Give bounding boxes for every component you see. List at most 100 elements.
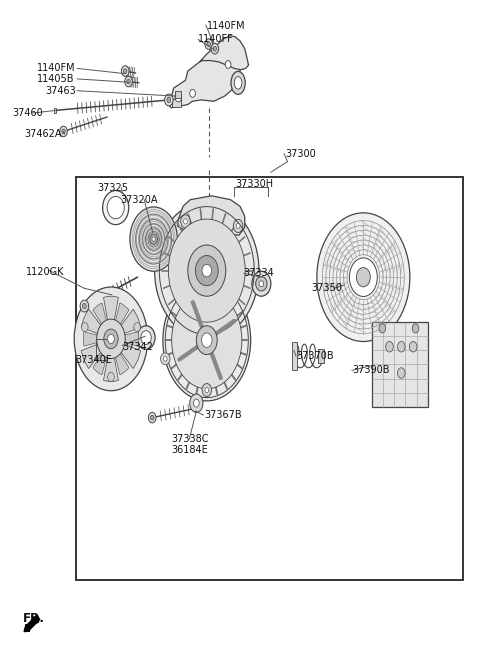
Circle shape	[385, 342, 393, 352]
Ellipse shape	[195, 256, 218, 286]
Circle shape	[202, 383, 212, 397]
Bar	[76, 177, 463, 581]
Ellipse shape	[107, 197, 124, 218]
Circle shape	[183, 218, 187, 224]
Circle shape	[151, 415, 154, 420]
Circle shape	[165, 94, 173, 106]
Ellipse shape	[256, 277, 267, 291]
Text: 37463: 37463	[46, 86, 76, 96]
Ellipse shape	[104, 329, 118, 349]
Bar	[292, 342, 297, 370]
Text: 37330H: 37330H	[235, 179, 274, 189]
Circle shape	[175, 93, 181, 102]
Circle shape	[205, 387, 209, 393]
Ellipse shape	[202, 333, 212, 348]
Polygon shape	[167, 49, 240, 108]
Text: 1140FF: 1140FF	[198, 34, 234, 44]
Text: 37300: 37300	[285, 149, 316, 159]
Text: 37367B: 37367B	[204, 410, 242, 420]
Text: 1120GK: 1120GK	[25, 267, 64, 277]
Bar	[318, 350, 324, 363]
Circle shape	[80, 300, 89, 312]
Circle shape	[190, 89, 195, 97]
Circle shape	[125, 76, 132, 87]
Wedge shape	[93, 303, 111, 339]
FancyArrow shape	[24, 615, 40, 632]
Ellipse shape	[150, 234, 157, 244]
Circle shape	[397, 342, 405, 352]
Circle shape	[108, 372, 114, 381]
Ellipse shape	[155, 202, 259, 340]
Circle shape	[409, 342, 417, 352]
Circle shape	[379, 324, 385, 333]
Ellipse shape	[137, 326, 155, 350]
Polygon shape	[178, 196, 245, 235]
Ellipse shape	[108, 334, 114, 344]
Ellipse shape	[163, 357, 167, 361]
Wedge shape	[93, 339, 111, 375]
Ellipse shape	[259, 281, 264, 287]
Circle shape	[190, 394, 203, 412]
Ellipse shape	[172, 292, 242, 389]
Polygon shape	[200, 36, 249, 70]
Ellipse shape	[168, 219, 245, 322]
Ellipse shape	[163, 279, 251, 401]
Text: 36184E: 36184E	[171, 446, 208, 455]
Wedge shape	[104, 339, 119, 381]
Ellipse shape	[152, 237, 156, 242]
Circle shape	[191, 303, 200, 314]
Wedge shape	[81, 339, 111, 369]
Circle shape	[205, 39, 213, 50]
Text: 37342: 37342	[122, 342, 153, 352]
Circle shape	[207, 42, 210, 46]
Circle shape	[134, 322, 141, 332]
Text: FR.: FR.	[23, 612, 45, 625]
Text: 37340E: 37340E	[75, 355, 112, 365]
Ellipse shape	[103, 191, 129, 224]
Ellipse shape	[231, 71, 245, 95]
Circle shape	[180, 214, 190, 228]
Ellipse shape	[349, 258, 377, 297]
Ellipse shape	[96, 319, 125, 359]
Ellipse shape	[160, 353, 170, 365]
Ellipse shape	[141, 331, 151, 344]
Circle shape	[213, 46, 216, 51]
Circle shape	[233, 219, 243, 232]
Ellipse shape	[356, 267, 371, 287]
Ellipse shape	[234, 77, 242, 89]
Circle shape	[217, 303, 225, 314]
Ellipse shape	[202, 264, 212, 277]
Circle shape	[127, 79, 130, 84]
Text: 37462A: 37462A	[24, 129, 62, 139]
Circle shape	[123, 69, 127, 73]
Ellipse shape	[196, 326, 217, 355]
Bar	[175, 91, 181, 98]
Wedge shape	[111, 339, 141, 369]
Wedge shape	[111, 303, 129, 339]
Wedge shape	[111, 309, 141, 339]
Text: 37350: 37350	[311, 283, 342, 293]
Circle shape	[62, 129, 65, 134]
Bar	[188, 299, 225, 318]
Wedge shape	[81, 309, 111, 339]
Circle shape	[148, 412, 156, 423]
Text: 1140FM: 1140FM	[37, 64, 75, 73]
Circle shape	[225, 60, 231, 68]
Ellipse shape	[205, 277, 209, 282]
Circle shape	[60, 126, 67, 136]
Circle shape	[121, 66, 129, 76]
Text: 37460: 37460	[12, 108, 43, 118]
Circle shape	[211, 44, 219, 54]
Ellipse shape	[130, 207, 178, 271]
Circle shape	[412, 324, 419, 333]
Bar	[54, 108, 56, 113]
Circle shape	[83, 303, 86, 308]
Ellipse shape	[317, 213, 410, 342]
Text: 37370B: 37370B	[296, 351, 334, 361]
Circle shape	[82, 322, 88, 332]
Text: 37334: 37334	[244, 268, 275, 278]
Circle shape	[167, 97, 171, 103]
Circle shape	[397, 368, 405, 378]
Circle shape	[193, 399, 199, 407]
Text: 11405B: 11405B	[37, 74, 74, 84]
